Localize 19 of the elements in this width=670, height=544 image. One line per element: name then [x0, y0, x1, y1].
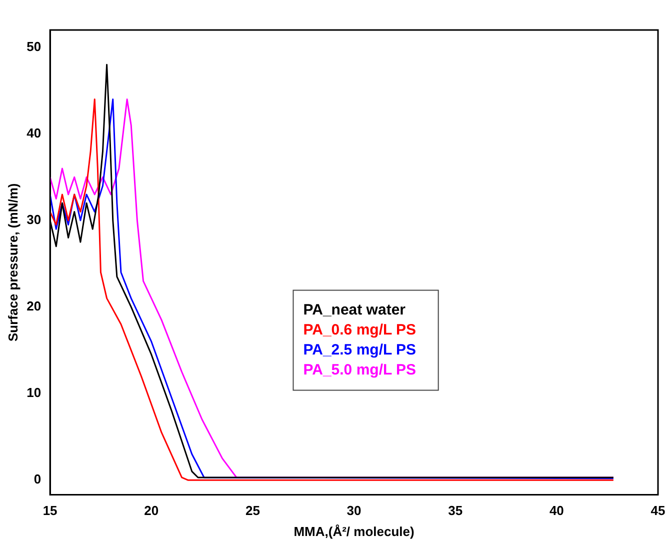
y-axis-title: Surface pressure, (mN/m)	[5, 183, 20, 342]
x-tick-label: 45	[650, 503, 666, 518]
x-tick-label: 20	[144, 503, 159, 518]
y-tick-label: 0	[34, 472, 42, 487]
y-tick-label: 30	[26, 212, 42, 227]
y-tick-label: 50	[26, 38, 42, 54]
y-tick-label: 20	[26, 298, 42, 314]
x-tick-label: 40	[549, 503, 564, 518]
text: PA_2.5 mg/L PS	[303, 341, 416, 358]
text: PA_5.0 mg/L PS	[303, 361, 416, 378]
x-tick-label: 30	[346, 503, 362, 518]
x-tick-label: 35	[448, 503, 463, 518]
y-tick-label: 10	[26, 385, 42, 400]
x-tick-label: 15	[42, 503, 58, 518]
text: PA_0.6 mg/L PS	[303, 321, 416, 338]
x-axis-title: MMA,(Å²/ molecule)	[294, 524, 414, 539]
text: PA_neat water	[303, 301, 406, 318]
x-tick-label: 25	[245, 503, 260, 518]
y-tick-label: 40	[26, 125, 42, 140]
